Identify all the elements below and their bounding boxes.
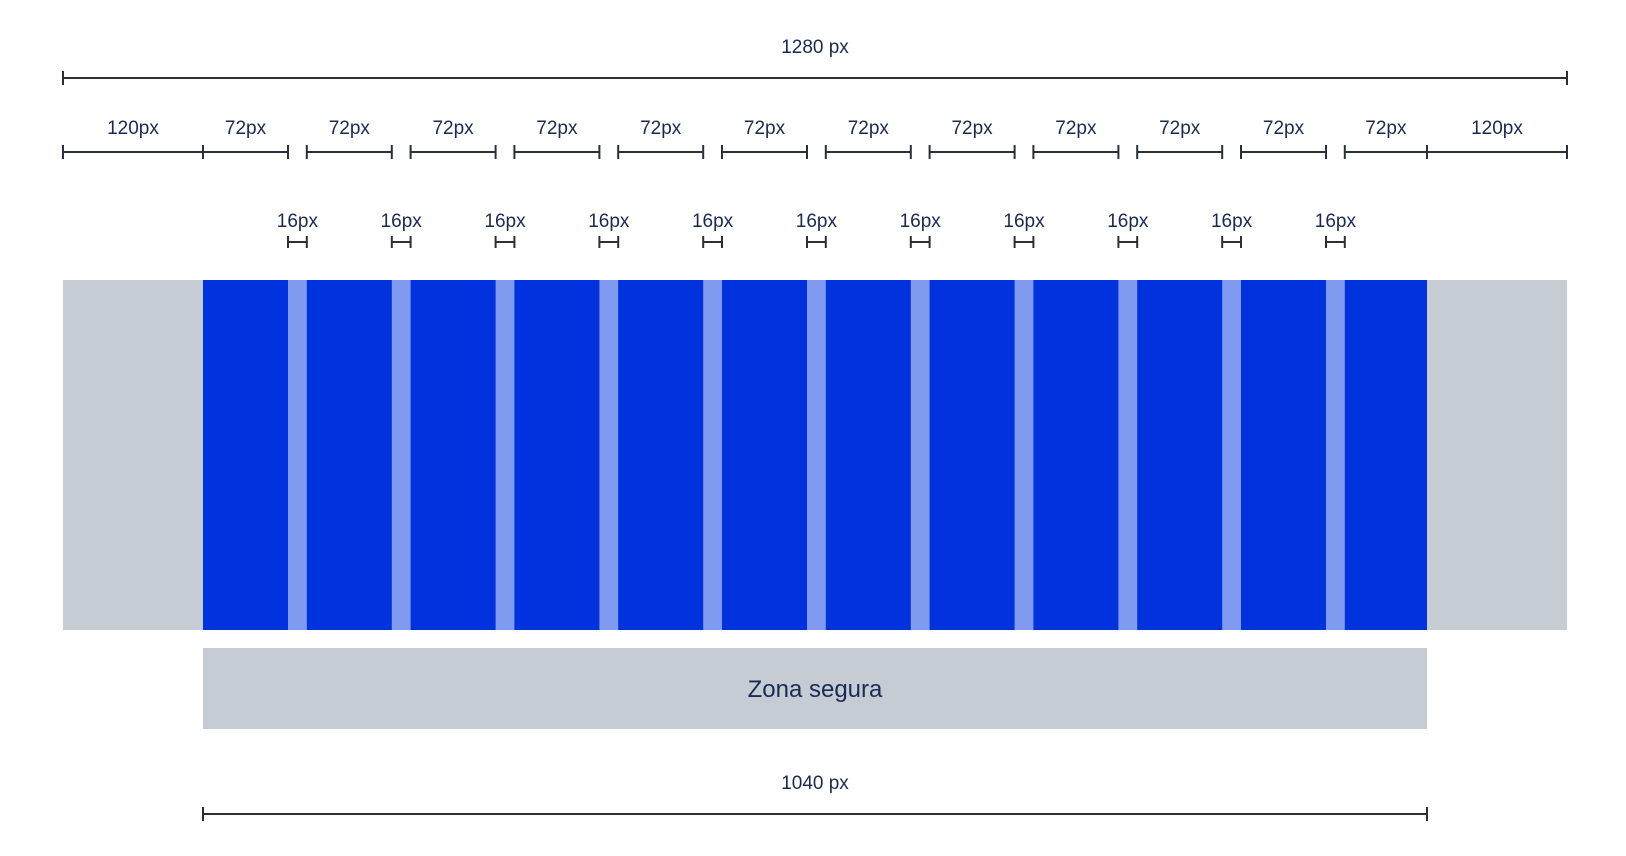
column-dimension: 72px bbox=[617, 118, 705, 159]
column-dimension: 72px bbox=[513, 118, 601, 159]
column-dimension: 120px bbox=[62, 118, 204, 159]
gutter-dimension: 16px bbox=[381, 211, 423, 248]
gutter-dimension: 16px bbox=[484, 211, 526, 248]
column-dimension: 72px bbox=[1032, 118, 1120, 159]
gutter-dimension: 16px bbox=[900, 211, 942, 248]
column-dimension-label: 72px bbox=[432, 118, 474, 139]
content-width-dimension: 1040 px bbox=[202, 773, 1428, 821]
column-dimension: 72px bbox=[824, 118, 912, 159]
column-dimension-label: 120px bbox=[107, 118, 159, 139]
column-dimension-label: 72px bbox=[951, 118, 993, 139]
column-dimension-label: 72px bbox=[536, 118, 578, 139]
gutter-dimension-label: 16px bbox=[796, 211, 838, 232]
gutter-background bbox=[203, 280, 1427, 630]
column-dimension: 120px bbox=[1426, 118, 1568, 159]
gutter-dimension-label: 16px bbox=[1107, 211, 1149, 232]
column-dimension-label: 72px bbox=[744, 118, 786, 139]
column-dimension: 72px bbox=[928, 118, 1016, 159]
grid-column bbox=[306, 280, 392, 630]
column-dimension: 72px bbox=[1240, 118, 1327, 159]
grid-column bbox=[1137, 280, 1223, 630]
total-width-label: 1280 px bbox=[781, 37, 849, 58]
gutter-dimension: 16px bbox=[1107, 211, 1149, 248]
column-dimension: 72px bbox=[1343, 118, 1428, 159]
column-dimension: 72px bbox=[202, 118, 289, 159]
total-width-dimension: 1280 px bbox=[62, 37, 1568, 85]
gutter-dimension: 16px bbox=[1315, 211, 1357, 248]
gutter-dimension-label: 16px bbox=[1211, 211, 1253, 232]
gutter-dimension-label: 16px bbox=[1003, 211, 1045, 232]
column-dimension-label: 72px bbox=[1159, 118, 1201, 139]
safe-zone: Zona segura bbox=[203, 648, 1427, 729]
column-dimensions-row: 120px 72px 72px 72px 72px 72px 72px 72px 72px 72p… bbox=[62, 118, 1568, 159]
grid-column bbox=[1344, 280, 1427, 630]
grid-column bbox=[410, 280, 496, 630]
grid-column bbox=[929, 280, 1015, 630]
column-dimension-label: 72px bbox=[329, 118, 371, 139]
gutter-dimension: 16px bbox=[277, 211, 319, 248]
gutter-dimension-label: 16px bbox=[692, 211, 734, 232]
grid-column bbox=[618, 280, 704, 630]
margin-left bbox=[63, 280, 203, 630]
grid-column bbox=[1241, 280, 1326, 630]
gutter-dimension-label: 16px bbox=[1315, 211, 1357, 232]
content-width-label: 1040 px bbox=[781, 773, 849, 794]
gutter-dimension: 16px bbox=[796, 211, 838, 248]
safe-zone-label: Zona segura bbox=[748, 676, 883, 703]
margin-right bbox=[1427, 280, 1567, 630]
column-dimension-label: 120px bbox=[1471, 118, 1523, 139]
grid-column bbox=[722, 280, 807, 630]
grid-column bbox=[514, 280, 600, 630]
column-dimension: 72px bbox=[1136, 118, 1224, 159]
grid-column bbox=[203, 280, 288, 630]
column-dimension: 72px bbox=[409, 118, 497, 159]
gutter-dimension-label: 16px bbox=[277, 211, 319, 232]
safe-zone-box bbox=[203, 648, 1427, 729]
gutter-dimension-label: 16px bbox=[381, 211, 423, 232]
gutter-dimensions-row: 16px 16px 16px 16px 16px 16px 16px 16px 16px 16px… bbox=[277, 211, 1357, 248]
gutter-dimension: 16px bbox=[588, 211, 630, 248]
grid-area bbox=[63, 280, 1567, 630]
column-dimension-label: 72px bbox=[225, 118, 267, 139]
grid-column bbox=[825, 280, 911, 630]
gutter-dimension-label: 16px bbox=[900, 211, 942, 232]
column-dimension: 72px bbox=[305, 118, 393, 159]
column-dimension-label: 72px bbox=[1365, 118, 1407, 139]
column-dimension-label: 72px bbox=[640, 118, 682, 139]
column-dimension-label: 72px bbox=[1055, 118, 1097, 139]
gutter-dimension: 16px bbox=[1211, 211, 1253, 248]
gutter-dimension: 16px bbox=[692, 211, 734, 248]
gutter-dimension-label: 16px bbox=[484, 211, 526, 232]
column-dimension-label: 72px bbox=[1263, 118, 1305, 139]
gutter-dimension: 16px bbox=[1003, 211, 1045, 248]
gutter-dimension-label: 16px bbox=[588, 211, 630, 232]
grid-column bbox=[1033, 280, 1119, 630]
column-dimension-label: 72px bbox=[848, 118, 890, 139]
column-dimension: 72px bbox=[721, 118, 808, 159]
